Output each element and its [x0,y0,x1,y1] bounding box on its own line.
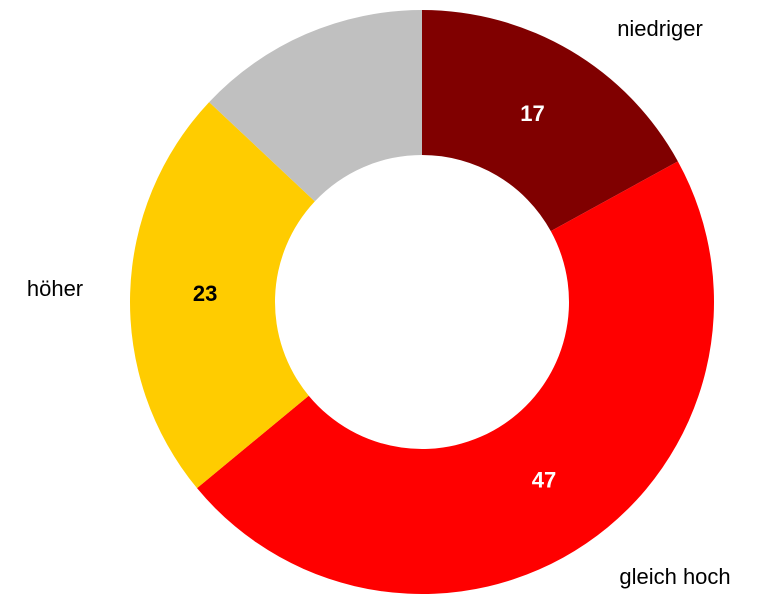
category-label: höher [27,276,83,301]
donut-segment [209,10,422,202]
value-label: 17 [520,101,544,126]
donut-segment [129,102,315,489]
donut-segment [422,10,678,232]
category-label: gleich hoch [619,564,730,589]
value-label: 23 [193,281,217,306]
value-label: 47 [532,467,556,492]
donut-segment [197,161,714,594]
category-label: niedriger [617,16,703,41]
